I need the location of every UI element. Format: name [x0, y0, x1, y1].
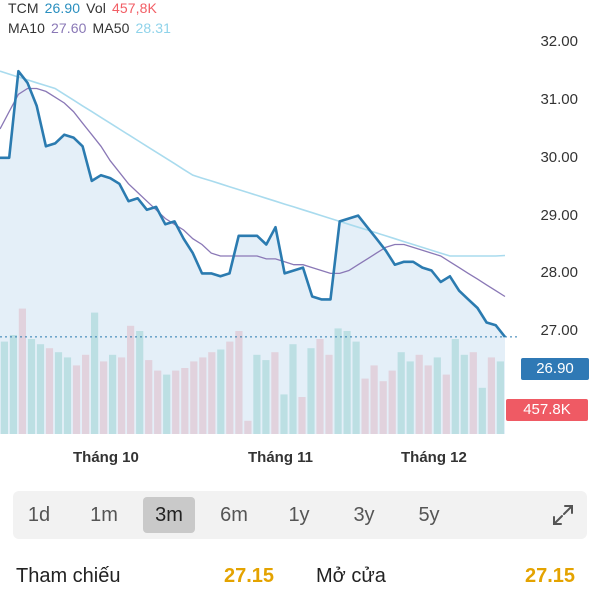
tab-3y[interactable]: 3y — [353, 504, 375, 526]
y-tick-label: 32.00 — [540, 33, 578, 51]
ma50-line — [0, 70, 506, 257]
y-tick-label: 28.00 — [540, 264, 578, 282]
y-tick-label: 30.00 — [540, 148, 578, 166]
price-chart[interactable] — [0, 0, 600, 440]
last-volume-badge: 457.8K — [506, 399, 588, 421]
y-tick-label: 31.00 — [540, 91, 578, 109]
open-price-label: Mở cửa — [316, 565, 386, 587]
tab-6m[interactable]: 6m — [220, 504, 248, 526]
tab-3m[interactable]: 3m — [143, 497, 195, 533]
legend-row-2: MA10 27.60 MA50 28.31 — [8, 20, 173, 36]
y-tick-label: 27.00 — [540, 322, 578, 340]
legend-row-1: TCM 26.90 Vol 457,8K — [8, 0, 159, 16]
price-value: 26.90 — [44, 0, 81, 16]
reference-price-value: 27.15 — [224, 565, 275, 587]
ma10-value: 27.60 — [50, 20, 87, 36]
time-range-tabs: 1d 1m 3m 6m 1y 3y 5y — [13, 491, 587, 539]
tab-5y[interactable]: 5y — [418, 504, 440, 526]
month-label-dec: Tháng 12 — [401, 449, 467, 466]
expand-icon[interactable] — [551, 503, 575, 527]
reference-price-label: Tham chiếu — [16, 565, 121, 587]
tab-1d[interactable]: 1d — [27, 504, 51, 526]
ma50-label: MA50 — [92, 20, 130, 36]
ma10-line — [0, 87, 506, 298]
last-price-badge: 26.90 — [521, 358, 589, 380]
ma50-value: 28.31 — [135, 20, 172, 36]
tab-1m[interactable]: 1m — [90, 504, 118, 526]
open-price-value: 27.15 — [525, 565, 576, 587]
vol-label: Vol — [86, 0, 106, 16]
vol-value: 457,8K — [111, 0, 157, 16]
symbol-label: TCM — [8, 0, 39, 16]
ma10-label: MA10 — [8, 20, 45, 36]
tab-1y[interactable]: 1y — [288, 504, 310, 526]
month-label-nov: Tháng 11 — [248, 449, 314, 466]
price-area — [0, 71, 505, 434]
y-tick-label: 29.00 — [540, 206, 578, 224]
price-line — [0, 69, 507, 338]
month-label-oct: Tháng 10 — [73, 449, 139, 466]
